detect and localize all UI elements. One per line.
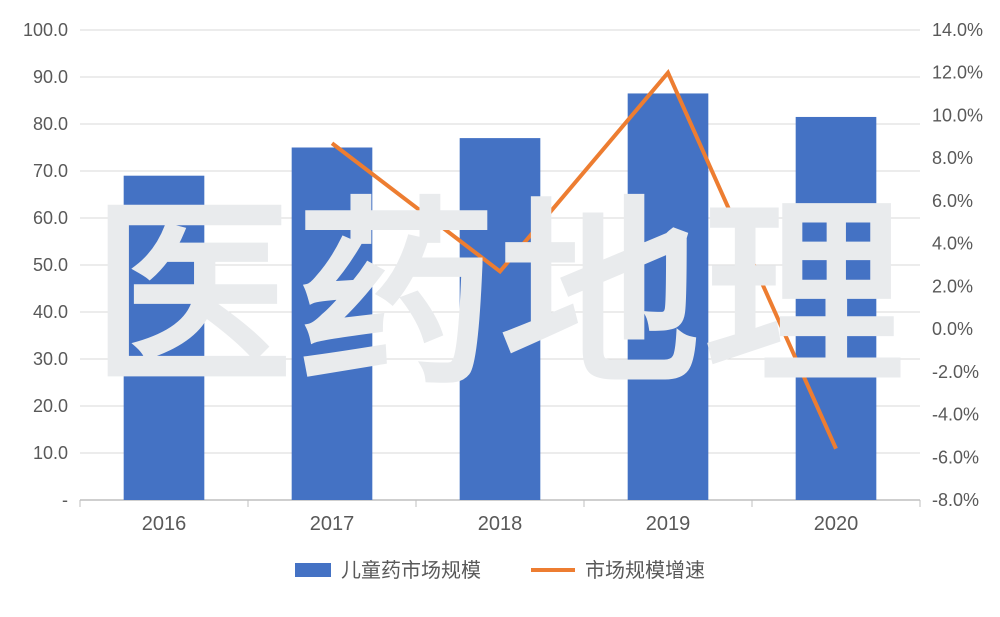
left-axis-tick-label: 70.0 — [33, 161, 68, 181]
right-axis-tick-label: 6.0% — [932, 191, 973, 211]
legend-label: 市场规模增速 — [585, 559, 705, 582]
bar — [628, 93, 709, 500]
right-axis-tick-label: 8.0% — [932, 148, 973, 168]
right-axis-tick-label: -6.0% — [932, 447, 979, 467]
right-axis-tick-label: 4.0% — [932, 234, 973, 254]
right-axis-tick-label: -4.0% — [932, 405, 979, 425]
legend: 儿童药市场规模 市场规模增速 — [295, 559, 705, 582]
right-axis-tick-label: -8.0% — [932, 490, 979, 510]
legend-label: 儿童药市场规模 — [341, 559, 481, 582]
left-axis-tick-label: 10.0 — [33, 443, 68, 463]
right-axis-tick-label: 2.0% — [932, 276, 973, 296]
right-axis-tick-label: 10.0% — [932, 105, 983, 125]
bar — [796, 117, 877, 500]
right-axis-tick-label: 12.0% — [932, 63, 983, 83]
bar — [124, 176, 205, 500]
category-label: 2019 — [646, 513, 691, 535]
left-axis-tick-label: 30.0 — [33, 349, 68, 369]
left-axis-tick-label: 80.0 — [33, 114, 68, 134]
left-axis-tick-label: 60.0 — [33, 208, 68, 228]
chart-container: 医药地理 -10.020.030.040.050.060.070.080.090… — [0, 0, 1000, 617]
category-label: 2016 — [142, 513, 187, 535]
category-label: 2017 — [310, 513, 355, 535]
growth-line — [332, 73, 836, 449]
left-axis-tick-label: 50.0 — [33, 255, 68, 275]
bar — [292, 148, 373, 501]
right-axis-tick-label: 0.0% — [932, 319, 973, 339]
bar — [460, 138, 541, 500]
left-axis-tick-label: 20.0 — [33, 396, 68, 416]
left-axis-tick-label: 40.0 — [33, 302, 68, 322]
combo-chart: - 10.0 20.0 30.0 40.0 50.0 60.0 70.0 80.0 90.0 100… — [0, 0, 1000, 617]
category-label: 2020 — [814, 513, 859, 535]
right-axis-tick-label: -2.0% — [932, 362, 979, 382]
legend-swatch-bar — [295, 563, 331, 577]
left-axis-tick-label: 90.0 — [33, 67, 68, 87]
left-axis-tick-label: - — [62, 490, 68, 510]
left-axis-tick-label: 100.0 — [23, 20, 68, 40]
category-label: 2018 — [478, 513, 523, 535]
right-axis-tick-label: 14.0% — [932, 20, 983, 40]
